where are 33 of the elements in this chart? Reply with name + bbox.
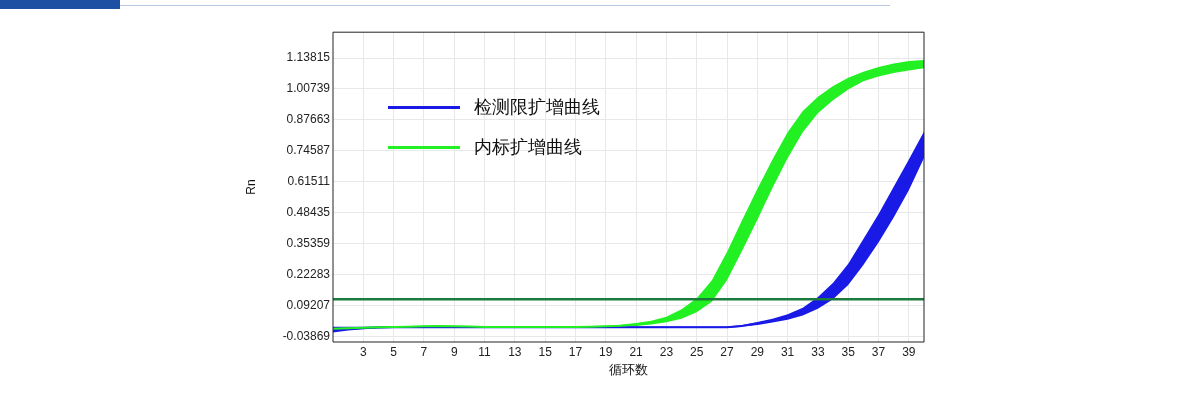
y-tick-label: 0.35359 xyxy=(286,236,331,251)
legend-label: 内标扩增曲线 xyxy=(474,135,582,160)
x-tick-label: 37 xyxy=(871,344,886,359)
y-tick-label: 0.74587 xyxy=(286,143,331,158)
x-tick-label: 5 xyxy=(390,344,398,359)
x-tick-label: 17 xyxy=(568,344,583,359)
y-tick-label: 0.61511 xyxy=(287,174,331,189)
x-tick-label: 7 xyxy=(420,344,428,359)
x-tick-label: 31 xyxy=(780,344,795,359)
y-tick-label: 0.09207 xyxy=(286,298,331,313)
x-tick-label: 19 xyxy=(599,344,613,359)
x-tick-label: 29 xyxy=(750,344,765,359)
x-tick-label: 13 xyxy=(508,344,522,359)
x-tick-label: 23 xyxy=(659,344,674,359)
y-tick-label: -0.03869 xyxy=(282,329,331,344)
x-axis-title: 循环数 xyxy=(609,361,648,377)
x-tick-label: 35 xyxy=(841,344,856,359)
x-tick-label: 33 xyxy=(811,344,825,359)
x-tick-label: 21 xyxy=(629,344,644,359)
y-tick-label: 0.48435 xyxy=(286,205,331,220)
x-tick-label: 27 xyxy=(720,344,734,359)
y-tick-label: 1.13815 xyxy=(286,50,331,65)
x-tick-label: 15 xyxy=(538,344,553,359)
y-axis-title: Rn xyxy=(243,179,258,195)
y-tick-label: 0.22283 xyxy=(286,267,331,282)
x-tick-label: 39 xyxy=(902,344,916,359)
x-tick-label: 9 xyxy=(450,344,458,359)
legend-label: 检测限扩增曲线 xyxy=(474,95,600,120)
x-tick-label: 25 xyxy=(690,344,704,359)
x-tick-label: 11 xyxy=(478,344,492,359)
x-tick-label: 3 xyxy=(359,344,367,359)
y-tick-label: 0.87663 xyxy=(286,112,331,127)
y-tick-label: 1.00739 xyxy=(286,81,331,96)
